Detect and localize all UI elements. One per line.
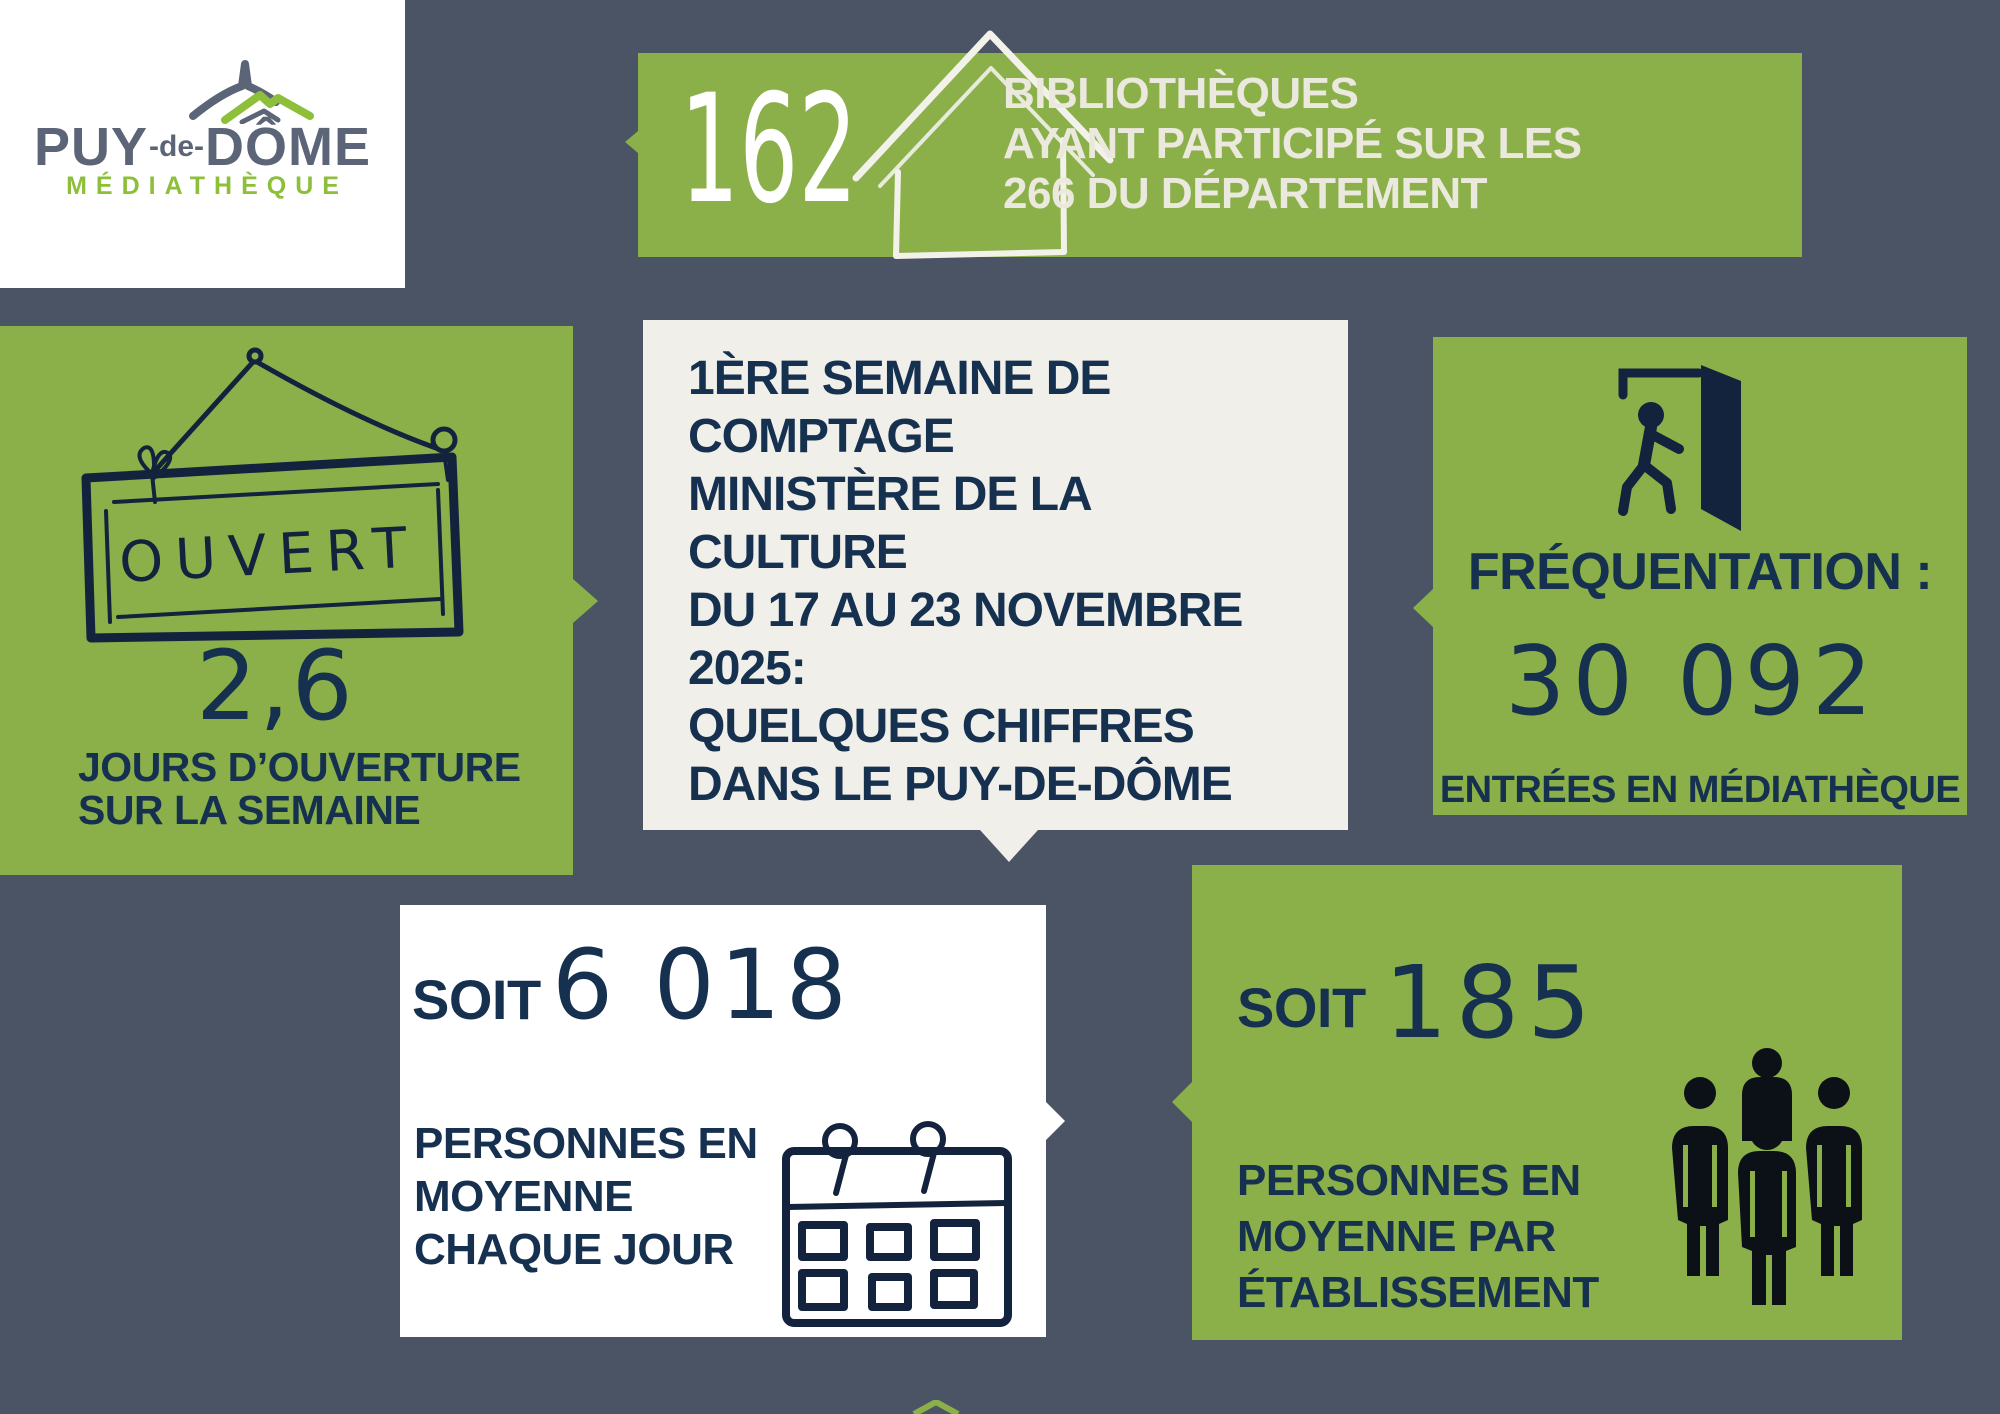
- daily-prefix: SOIT: [412, 968, 541, 1031]
- title-card: 1ÈRE SEMAINE DE COMPTAGE MINISTÈRE DE LA…: [643, 320, 1348, 862]
- attendance-heading: FRÉQUENTATION :: [1467, 543, 1933, 601]
- daily-label: PERSONNES EN MOYENNE CHAQUE JOUR: [414, 1117, 758, 1276]
- establishment-label: PERSONNES EN MOYENNE PAR ÉTABLISSEMENT: [1237, 1153, 1599, 1321]
- logo-subtitle: MÉDIATHÈQUE: [66, 172, 348, 200]
- attendance-number: 30 092: [1505, 627, 1880, 737]
- door-entry-icon: [1618, 365, 1741, 531]
- mountains-icon: [189, 60, 314, 124]
- establishment-average-card: SOIT 185 PERSONNES EN MOYENNE PAR ÉTABLI…: [1172, 865, 1902, 1340]
- establishment-label-line-3: ÉTABLISSEMENT: [1237, 1268, 1599, 1317]
- title-line-8: DANS LE PUY-DE-DÔME: [688, 758, 1233, 811]
- open-days-card: OUVERT 2,6 JOURS D’OUVERTURE SUR LA SEMA…: [0, 326, 598, 875]
- bottom-mountain-icon: [912, 1400, 960, 1414]
- open-days-label: JOURS D’OUVERTURE SUR LA SEMAINE: [78, 746, 521, 832]
- logo-word-puy: PUY: [33, 117, 149, 177]
- title-line-7: QUELQUES CHIFFRES: [688, 700, 1195, 753]
- establishment-label-line-2: MOYENNE PAR: [1237, 1212, 1556, 1261]
- title-line-4: CULTURE: [688, 526, 908, 579]
- logo-word-dome: DÔME: [205, 117, 372, 177]
- title-line-2: COMPTAGE: [688, 410, 955, 463]
- attendance-left-arrow: [1413, 589, 1433, 627]
- title-card-tail: [980, 830, 1038, 862]
- logo-wordmark: PUY -de- DÔME: [0, 116, 405, 178]
- open-sign-text: OUVERT: [118, 515, 421, 596]
- attendance-card: FRÉQUENTATION : 30 092 ENTRÉES EN MÉDIAT…: [1413, 337, 1967, 815]
- banner-line-1: BIBLIOTHÈQUES: [1003, 69, 1359, 118]
- open-days-label-line-2: SUR LA SEMAINE: [78, 787, 421, 833]
- logo-word-de: -de-: [149, 130, 205, 163]
- open-days-right-arrow: [573, 579, 598, 623]
- establishment-number: 185: [1384, 944, 1599, 1061]
- establishment-left-arrow: [1172, 1082, 1192, 1122]
- logo-card: PUY -de- DÔME MÉDIATHÈQUE: [0, 0, 405, 288]
- title-line-6: 2025:: [688, 642, 807, 695]
- banner-left-arrow: [625, 131, 638, 153]
- banner-line-2: AYANT PARTICIPÉ SUR LES: [1003, 119, 1582, 168]
- daily-average-card: SOIT 6 018 PERSONNES EN MOYENNE CHAQUE J…: [400, 905, 1065, 1337]
- title-line-3: MINISTÈRE DE LA: [688, 468, 1093, 521]
- daily-label-line-1: PERSONNES EN: [414, 1119, 758, 1168]
- participation-banner: 162 BIBLIOTHÈQUES AYANT PARTICIPÉ SUR LE…: [625, 30, 1802, 259]
- calendar-icon: [782, 1121, 1012, 1327]
- page-title: 1ÈRE SEMAINE DE COMPTAGE MINISTÈRE DE LA…: [688, 350, 1243, 814]
- daily-right-arrow: [1046, 1102, 1065, 1140]
- banner-text: BIBLIOTHÈQUES AYANT PARTICIPÉ SUR LES 26…: [1003, 69, 1582, 219]
- house-icon: [852, 30, 1114, 259]
- daily-label-line-2: MOYENNE: [414, 1172, 633, 1221]
- open-days-label-line-1: JOURS D’OUVERTURE: [78, 744, 521, 790]
- establishment-label-line-1: PERSONNES EN: [1237, 1156, 1581, 1205]
- daily-number: 6 018: [552, 929, 852, 1041]
- attendance-label: ENTRÉES EN MÉDIATHÈQUE: [1439, 769, 1961, 811]
- participation-count: 162: [680, 63, 858, 237]
- title-line-5: DU 17 AU 23 NOVEMBRE: [688, 584, 1243, 637]
- open-days-number: 2,6: [196, 630, 355, 742]
- people-group-icon: [1672, 1048, 1862, 1305]
- open-sign-icon: OUVERT: [81, 347, 464, 643]
- daily-label-line-3: CHAQUE JOUR: [414, 1225, 734, 1274]
- establishment-prefix: SOIT: [1237, 976, 1366, 1039]
- title-line-1: 1ÈRE SEMAINE DE: [688, 352, 1111, 405]
- banner-line-3: 266 DU DÉPARTEMENT: [1003, 169, 1488, 218]
